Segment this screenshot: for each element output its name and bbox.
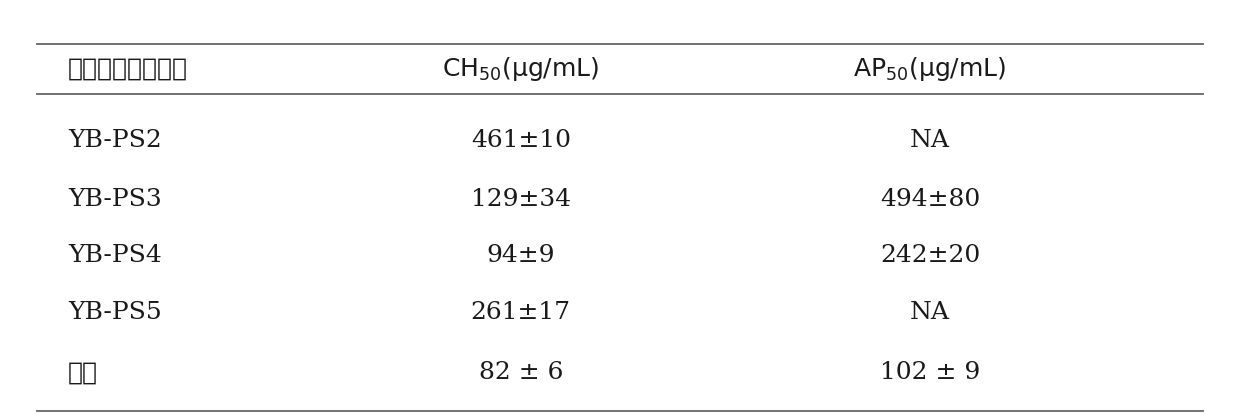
- Text: 129±34: 129±34: [471, 188, 570, 210]
- Text: NA: NA: [910, 129, 950, 152]
- Text: YB-PS4: YB-PS4: [68, 244, 162, 267]
- Text: 242±20: 242±20: [880, 244, 980, 267]
- Text: $\mathrm{CH_{50}}$$\mathrm{(\mu g/mL)}$: $\mathrm{CH_{50}}$$\mathrm{(\mu g/mL)}$: [443, 55, 599, 83]
- Text: 肝素: 肝素: [68, 362, 98, 384]
- Text: 461±10: 461±10: [471, 129, 570, 152]
- Text: 大果圆柏均一多糖: 大果圆柏均一多糖: [68, 58, 188, 80]
- Text: 82 ± 6: 82 ± 6: [479, 362, 563, 384]
- Text: 261±17: 261±17: [471, 301, 570, 323]
- Text: YB-PS2: YB-PS2: [68, 129, 162, 152]
- Text: YB-PS3: YB-PS3: [68, 188, 162, 210]
- Text: 494±80: 494±80: [880, 188, 980, 210]
- Text: NA: NA: [910, 301, 950, 323]
- Text: 94±9: 94±9: [486, 244, 556, 267]
- Text: YB-PS5: YB-PS5: [68, 301, 162, 323]
- Text: 102 ± 9: 102 ± 9: [880, 362, 980, 384]
- Text: $\mathrm{AP_{50}}$$\mathrm{(\mu g/mL)}$: $\mathrm{AP_{50}}$$\mathrm{(\mu g/mL)}$: [853, 55, 1007, 83]
